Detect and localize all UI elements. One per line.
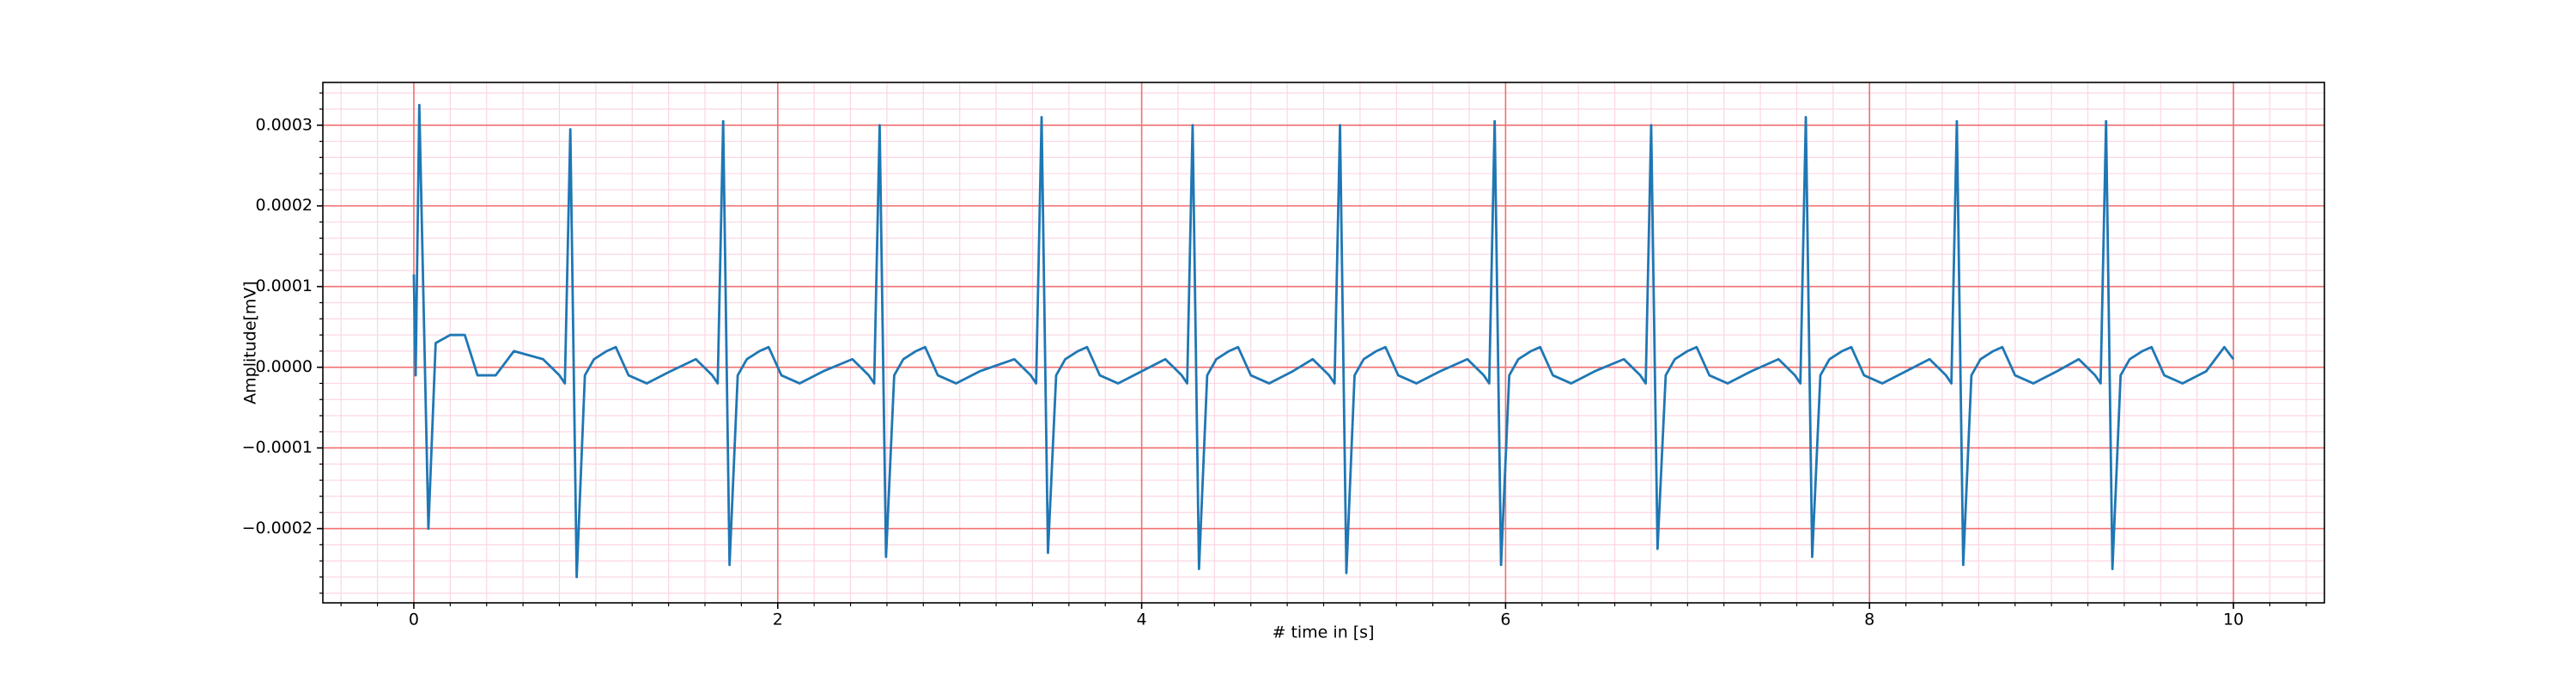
x-tick-label: 10 <box>2223 611 2244 629</box>
x-tick-label: 8 <box>1864 611 1874 629</box>
y-tick-label: 0.0000 <box>256 357 313 376</box>
ecg-line <box>412 103 2235 579</box>
x-tick-label: 6 <box>1500 611 1510 629</box>
y-tick-label: 0.0003 <box>256 115 313 134</box>
y-tick-label: −0.0001 <box>242 438 313 457</box>
axes: 0 2 4 6 8 10 −0.0002 −0.0001 0.0000 0.0001 0.0002 0… <box>242 82 2325 629</box>
x-tick-label: 4 <box>1137 611 1147 629</box>
plot-area <box>412 103 2235 579</box>
y-tick-label: 0.0002 <box>256 196 313 215</box>
y-axis-label: Amplitude[mV] <box>241 281 260 404</box>
x-axis-label: # time in [s] <box>1272 623 1374 642</box>
y-tick-label: 0.0001 <box>256 277 313 295</box>
y-tick-label: −0.0002 <box>242 519 313 538</box>
x-tick-label: 0 <box>409 611 419 629</box>
x-tick-label: 2 <box>773 611 783 629</box>
grid <box>323 82 2324 603</box>
